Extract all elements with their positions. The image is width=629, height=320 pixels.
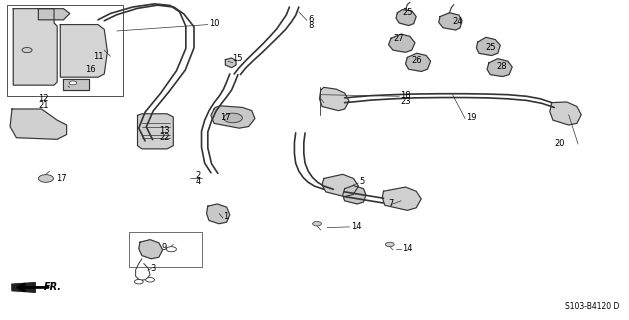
Text: 23: 23 [401, 97, 411, 106]
Text: 14: 14 [351, 222, 362, 231]
Text: 22: 22 [160, 132, 170, 141]
Polygon shape [211, 106, 255, 128]
Polygon shape [139, 240, 163, 259]
Bar [130, 232, 201, 267]
Text: 20: 20 [554, 139, 565, 148]
Polygon shape [439, 13, 462, 30]
Text: 1: 1 [223, 212, 229, 221]
Circle shape [135, 279, 143, 284]
Text: 18: 18 [401, 91, 411, 100]
Text: 11: 11 [94, 52, 104, 61]
Polygon shape [406, 53, 431, 71]
Polygon shape [64, 79, 89, 90]
Polygon shape [382, 187, 421, 210]
Text: 13: 13 [160, 126, 170, 135]
Circle shape [38, 175, 53, 182]
Text: 17: 17 [220, 114, 231, 123]
Text: 24: 24 [453, 17, 463, 26]
Polygon shape [12, 283, 35, 292]
Text: 8: 8 [308, 21, 314, 30]
Circle shape [22, 48, 32, 52]
Circle shape [69, 81, 77, 85]
Polygon shape [206, 204, 230, 224]
Polygon shape [320, 87, 349, 111]
Text: 15: 15 [231, 54, 242, 63]
Polygon shape [343, 186, 366, 204]
Text: 14: 14 [403, 244, 413, 253]
Text: 6: 6 [308, 15, 314, 24]
Polygon shape [13, 9, 57, 85]
Text: 25: 25 [403, 8, 413, 17]
Polygon shape [396, 10, 416, 26]
Text: 21: 21 [38, 101, 49, 110]
Text: FR.: FR. [43, 283, 62, 292]
Text: 9: 9 [162, 243, 167, 252]
Polygon shape [487, 59, 512, 76]
Text: 27: 27 [393, 34, 404, 43]
Text: 5: 5 [360, 177, 365, 186]
Polygon shape [225, 58, 236, 68]
Text: 16: 16 [86, 65, 96, 74]
Polygon shape [389, 34, 415, 52]
Text: 4: 4 [195, 177, 201, 186]
Text: 10: 10 [209, 19, 220, 28]
Polygon shape [60, 25, 108, 77]
Polygon shape [38, 9, 70, 20]
Text: 7: 7 [389, 199, 394, 208]
Polygon shape [550, 102, 581, 125]
Text: 2: 2 [195, 171, 201, 180]
Circle shape [313, 221, 321, 226]
Polygon shape [476, 37, 500, 55]
Bar [7, 5, 123, 96]
Text: 26: 26 [412, 56, 423, 65]
Circle shape [386, 242, 394, 247]
Text: S103-B4120 D: S103-B4120 D [564, 302, 619, 311]
Text: 19: 19 [466, 114, 477, 123]
Circle shape [146, 277, 155, 282]
Text: 25: 25 [485, 43, 496, 52]
Polygon shape [138, 114, 173, 149]
Circle shape [167, 247, 176, 252]
Text: 3: 3 [150, 264, 155, 273]
Text: 12: 12 [38, 94, 49, 103]
Polygon shape [322, 174, 359, 197]
Text: 28: 28 [496, 62, 507, 71]
Circle shape [223, 113, 242, 123]
Polygon shape [10, 109, 67, 139]
Text: 17: 17 [56, 174, 67, 183]
